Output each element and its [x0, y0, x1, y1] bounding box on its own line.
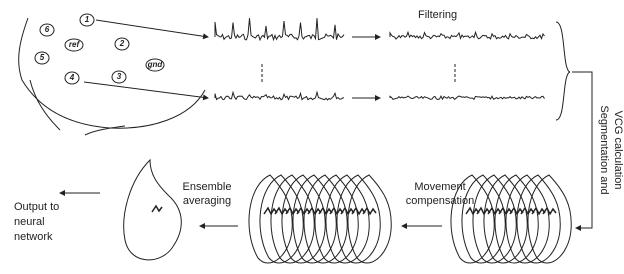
diagram: 123456refgnd Filtering Segmentation and …	[0, 0, 624, 274]
loops	[249, 175, 391, 263]
brace	[556, 22, 570, 120]
loop	[348, 175, 391, 263]
signal	[215, 18, 344, 40]
signal	[390, 32, 545, 39]
signals	[215, 18, 545, 100]
loop-core	[363, 208, 376, 214]
electrode-label: 2	[119, 39, 125, 48]
electrode-label: 6	[45, 25, 50, 34]
label: neural	[14, 216, 45, 228]
label: Movement	[414, 181, 465, 193]
loop-core	[543, 208, 556, 214]
label: network	[14, 231, 53, 243]
electrode-label: 3	[117, 72, 122, 81]
electrode-label: 1	[85, 15, 90, 24]
loop	[517, 175, 560, 263]
label: Filtering	[418, 9, 457, 21]
loops	[451, 175, 571, 263]
loop	[337, 175, 380, 263]
label: VCG calculation	[612, 111, 624, 190]
arrow	[572, 72, 592, 228]
label: Ensemble	[183, 181, 232, 193]
electrode-label: ref	[69, 40, 81, 49]
label: averaging	[183, 195, 231, 207]
label: compensation	[406, 195, 475, 207]
electrode-label: gnd	[147, 60, 164, 69]
electrode-label: 5	[40, 53, 45, 62]
electrode-label: 4	[69, 73, 75, 82]
arrow	[84, 82, 208, 98]
electrodes: 1 2 3 4 5 6 ref gnd	[35, 14, 164, 84]
label: Segmentation and	[598, 105, 610, 194]
label: Output to	[14, 201, 59, 213]
signal	[215, 92, 344, 100]
arrow	[96, 20, 208, 37]
loop	[528, 175, 571, 263]
loop-core	[152, 206, 162, 212]
signal	[390, 96, 545, 100]
